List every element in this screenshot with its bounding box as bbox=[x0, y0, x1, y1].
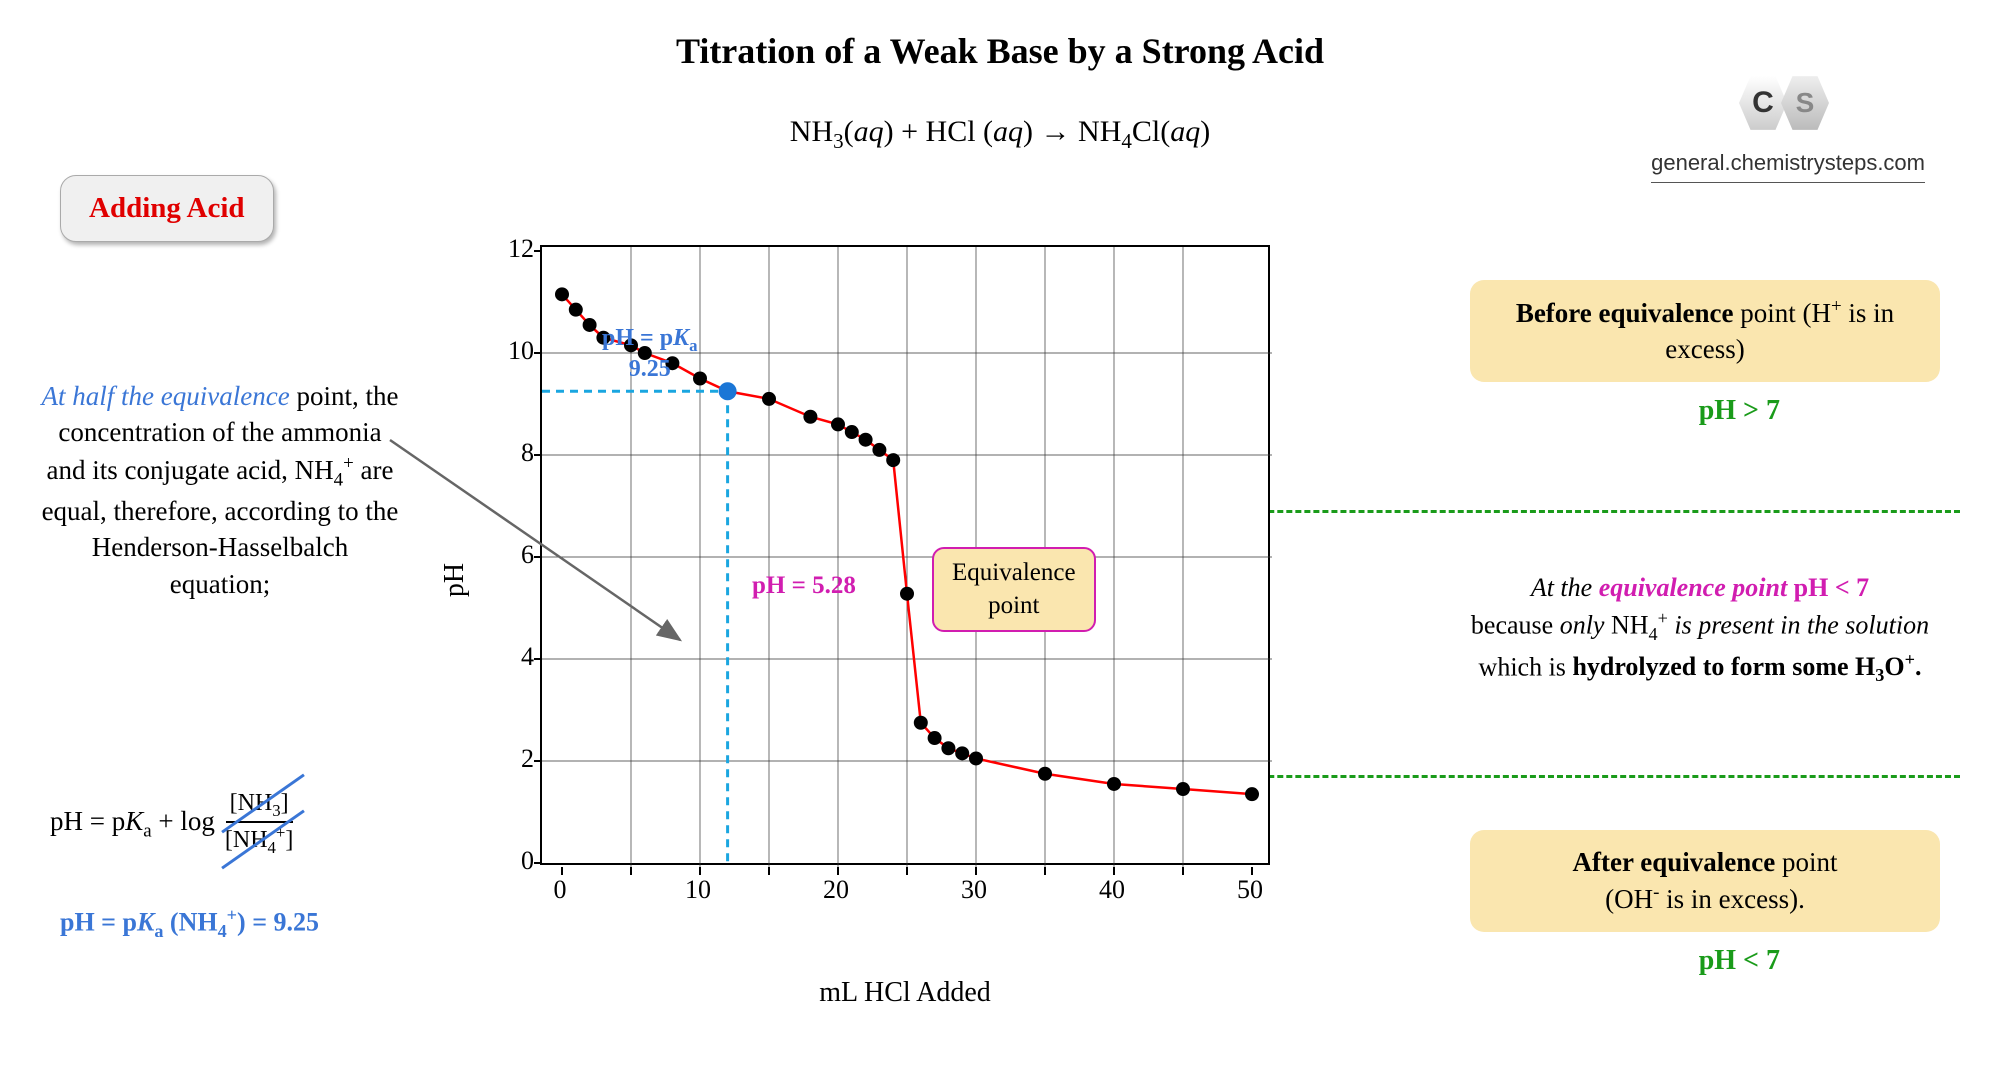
after-eq-bold: After equivalence bbox=[1573, 847, 1776, 877]
y-tick-label: 12 bbox=[500, 234, 534, 264]
hh-equation: pH = pKa + log [NH3] [NH4+] bbox=[50, 790, 410, 858]
equivalence-point-box: Equivalence point bbox=[932, 547, 1096, 632]
y-tick-label: 0 bbox=[500, 846, 534, 876]
x-tick-label: 40 bbox=[1099, 875, 1125, 905]
pka-result: pH = pKa (NH4+) = 9.25 bbox=[60, 905, 319, 942]
y-tick-label: 10 bbox=[500, 336, 534, 366]
adding-acid-badge: Adding Acid bbox=[60, 175, 274, 242]
page-title: Titration of a Weak Base by a Strong Aci… bbox=[0, 30, 2000, 72]
half-eq-body: point, the concentration of the ammonia … bbox=[42, 381, 399, 599]
reaction-equation: NH3(aq) + HCl (aq) → NH4Cl(aq) bbox=[0, 115, 2000, 154]
x-tick-label: 30 bbox=[961, 875, 987, 905]
after-eq-box: After equivalence point(OH- is in excess… bbox=[1470, 830, 1940, 932]
plot-area: pH = pKa9.25 pH = 5.28 Equivalence point bbox=[540, 245, 1270, 865]
half-eq-head: At half the equivalence bbox=[42, 381, 290, 411]
y-tick-label: 6 bbox=[500, 540, 534, 570]
half-eq-explanation: At half the equivalence point, the conce… bbox=[40, 378, 400, 602]
x-axis-label: mL HCl Added bbox=[500, 977, 1310, 1009]
titration-chart: pH pH = pKa9.25 pH = 5.28 Equivalence po… bbox=[500, 235, 1310, 925]
eq-box-l2: point bbox=[988, 592, 1039, 619]
logo-c-hex: C bbox=[1738, 75, 1788, 131]
site-url: general.chemistrysteps.com bbox=[1651, 150, 1925, 183]
y-tick-label: 8 bbox=[500, 438, 534, 468]
eq-box-l1: Equivalence bbox=[952, 559, 1076, 586]
x-tick-label: 10 bbox=[685, 875, 711, 905]
x-tick-label: 50 bbox=[1237, 875, 1263, 905]
y-axis-label: pH bbox=[439, 563, 471, 597]
pka-annotation: pH = pKa9.25 bbox=[602, 325, 697, 383]
ph-528-label: pH = 5.28 bbox=[752, 572, 856, 600]
ph-gt7: pH > 7 bbox=[1699, 395, 1780, 427]
y-tick-label: 2 bbox=[500, 744, 534, 774]
before-eq-box: Before equivalence point (H+ is in exces… bbox=[1470, 280, 1940, 382]
logo-s-hex: S bbox=[1780, 75, 1830, 131]
before-eq-bold: Before equivalence bbox=[1516, 298, 1734, 328]
at-eq-text: At the equivalence point pH < 7 because … bbox=[1440, 570, 1960, 689]
ph-lt7: pH < 7 bbox=[1699, 945, 1780, 977]
y-tick-label: 4 bbox=[500, 642, 534, 672]
x-tick-label: 20 bbox=[823, 875, 849, 905]
logo: C S bbox=[1738, 75, 1830, 131]
x-tick-label: 0 bbox=[554, 875, 567, 905]
